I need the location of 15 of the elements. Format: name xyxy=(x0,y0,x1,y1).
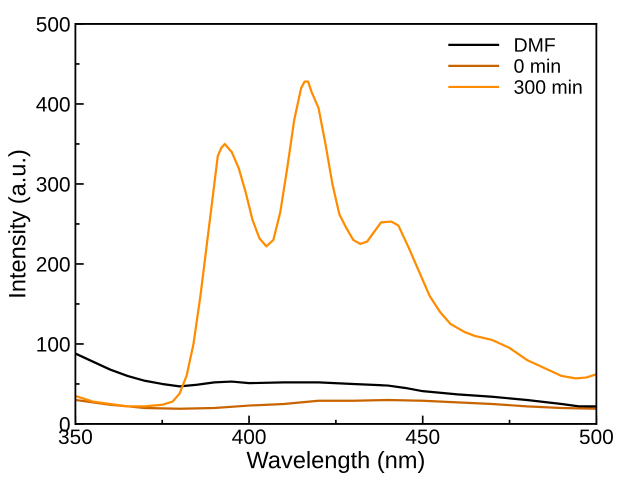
x-tick-label: 500 xyxy=(580,429,613,444)
y-tick-label: 300 xyxy=(36,176,70,192)
y-tick-label: 200 xyxy=(36,256,70,272)
legend-label: 300 min xyxy=(514,80,582,94)
x-tick-label: 450 xyxy=(406,429,440,444)
x-tick-label: 400 xyxy=(232,429,266,444)
legend-label: 0 min xyxy=(514,58,560,73)
y-tick-label: 400 xyxy=(36,96,70,112)
y-axis-title: Intensity (a.u.) xyxy=(8,150,30,297)
line-series xyxy=(75,398,596,410)
x-axis-title: Wavelength (nm) xyxy=(246,451,424,474)
y-tick-label: 500 xyxy=(36,16,70,32)
y-tick-label: 100 xyxy=(37,336,70,352)
line-series xyxy=(75,80,596,408)
legend-label: DMF xyxy=(515,38,555,52)
